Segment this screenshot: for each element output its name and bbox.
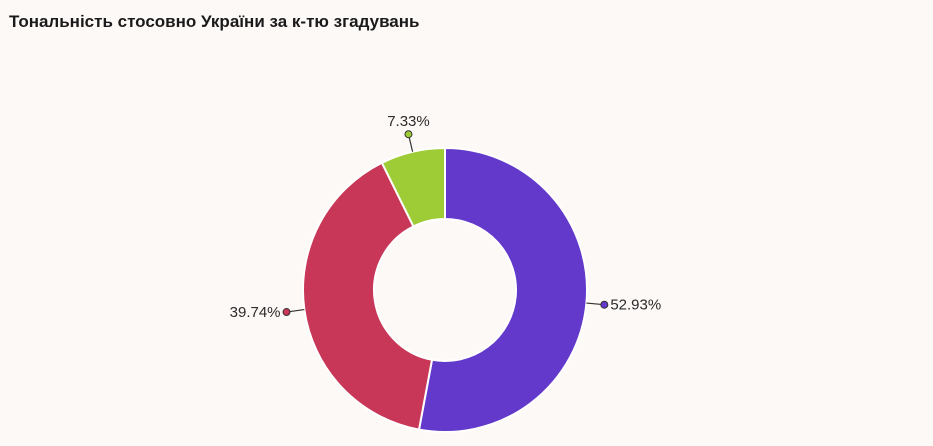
slice-label-2: 39.74% [230, 304, 281, 321]
donut-slice-1[interactable] [417, 146, 588, 433]
donut-slice-3[interactable] [380, 146, 446, 228]
leader-dot-1 [600, 300, 609, 309]
chart-title: Тональність стосовно України за к-тю зга… [9, 12, 420, 31]
slice-label-3: 7.33% [387, 113, 430, 130]
donut-slice-2[interactable] [302, 161, 434, 431]
leader-dot-3 [404, 130, 413, 139]
slice-label-1: 52.93% [610, 297, 661, 314]
donut-labels: 52.93% 39.74% 7.33% [230, 113, 662, 321]
donut-slices [302, 146, 588, 433]
leader-dot-2 [282, 308, 291, 317]
